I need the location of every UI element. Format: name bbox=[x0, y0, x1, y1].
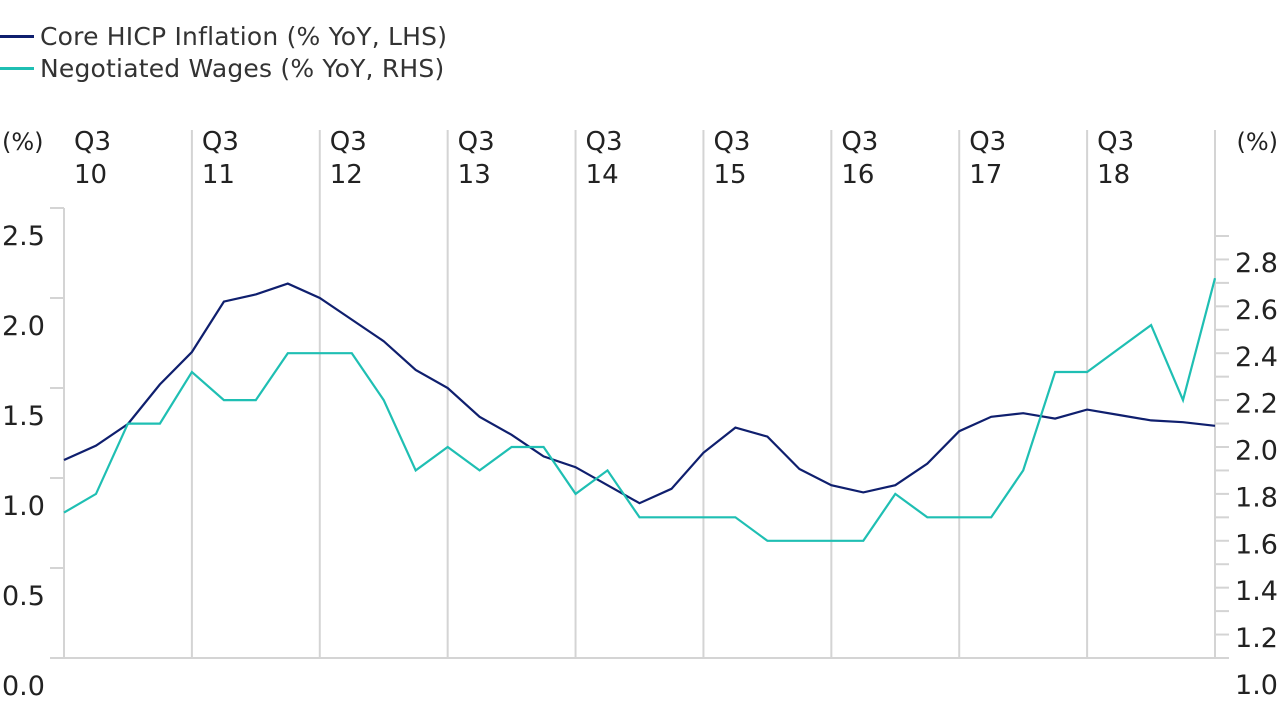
right-tick-label: 2.4 bbox=[1235, 342, 1278, 373]
legend-item-negotiated-wages: Negotiated Wages (% YoY, RHS) bbox=[0, 52, 447, 84]
left-axis-unit-label: (%) bbox=[2, 128, 44, 156]
x-label-year: 15 bbox=[713, 160, 746, 190]
left-tick-label: 2.0 bbox=[2, 311, 45, 342]
right-tick-label: 2.8 bbox=[1235, 248, 1278, 279]
x-label-quarter: Q3 bbox=[713, 127, 750, 157]
x-label-year: 11 bbox=[202, 160, 235, 190]
left-tick-label: 1.0 bbox=[2, 491, 45, 522]
x-label-quarter: Q3 bbox=[74, 127, 111, 157]
legend-label-core-hicp: Core HICP Inflation (% YoY, LHS) bbox=[40, 21, 448, 51]
x-label-year: 14 bbox=[586, 160, 619, 190]
right-tick-label: 1.8 bbox=[1235, 482, 1278, 513]
x-label-quarter: Q3 bbox=[330, 127, 367, 157]
negotiated-wages-line bbox=[63, 277, 1217, 542]
legend-item-core-hicp: Core HICP Inflation (% YoY, LHS) bbox=[0, 20, 447, 52]
legend-swatch-negotiated-wages bbox=[0, 66, 34, 70]
series-lines bbox=[63, 277, 1217, 542]
legend-label-negotiated-wages: Negotiated Wages (% YoY, RHS) bbox=[40, 53, 445, 83]
x-label-quarter: Q3 bbox=[458, 127, 495, 157]
x-label-quarter: Q3 bbox=[202, 127, 239, 157]
vertical-gridlines bbox=[190, 130, 1089, 658]
x-label-year: 10 bbox=[74, 160, 107, 190]
axes bbox=[63, 130, 1216, 659]
left-tick-label: 0.5 bbox=[2, 581, 45, 612]
right-axis-ticks: 1.0 1.2 1.4 1.6 1.8 2.0 2.2 2.4 2.6 2.8 bbox=[1215, 235, 1278, 701]
left-tick-label: 0.0 bbox=[2, 671, 45, 702]
x-label-year: 17 bbox=[969, 160, 1002, 190]
x-label-quarter: Q3 bbox=[841, 127, 878, 157]
x-label-year: 13 bbox=[458, 160, 491, 190]
left-tick-label: 2.5 bbox=[2, 221, 45, 252]
right-tick-label: 1.2 bbox=[1235, 623, 1278, 654]
left-axis-ticks: 0.0 0.5 1.0 1.5 2.0 2.5 bbox=[2, 207, 64, 702]
x-label-year: 12 bbox=[330, 160, 363, 190]
right-tick-label: 2.2 bbox=[1235, 389, 1278, 420]
legend: Core HICP Inflation (% YoY, LHS) Negotia… bbox=[0, 20, 447, 84]
right-tick-label: 2.6 bbox=[1235, 295, 1278, 326]
core-hicp-line bbox=[63, 282, 1216, 505]
right-tick-label: 1.0 bbox=[1235, 670, 1278, 701]
x-label-quarter: Q3 bbox=[1097, 127, 1134, 157]
x-label-quarter: Q3 bbox=[586, 127, 623, 157]
right-tick-label: 1.6 bbox=[1235, 529, 1278, 560]
right-axis-unit-label: (%) bbox=[1236, 128, 1278, 156]
x-label-quarter: Q3 bbox=[969, 127, 1006, 157]
x-label-year: 16 bbox=[841, 160, 874, 190]
left-tick-label: 1.5 bbox=[2, 401, 45, 432]
right-tick-label: 1.4 bbox=[1235, 576, 1278, 607]
right-tick-label: 2.0 bbox=[1235, 436, 1278, 467]
legend-swatch-core-hicp bbox=[0, 34, 34, 38]
x-label-year: 18 bbox=[1097, 160, 1130, 190]
